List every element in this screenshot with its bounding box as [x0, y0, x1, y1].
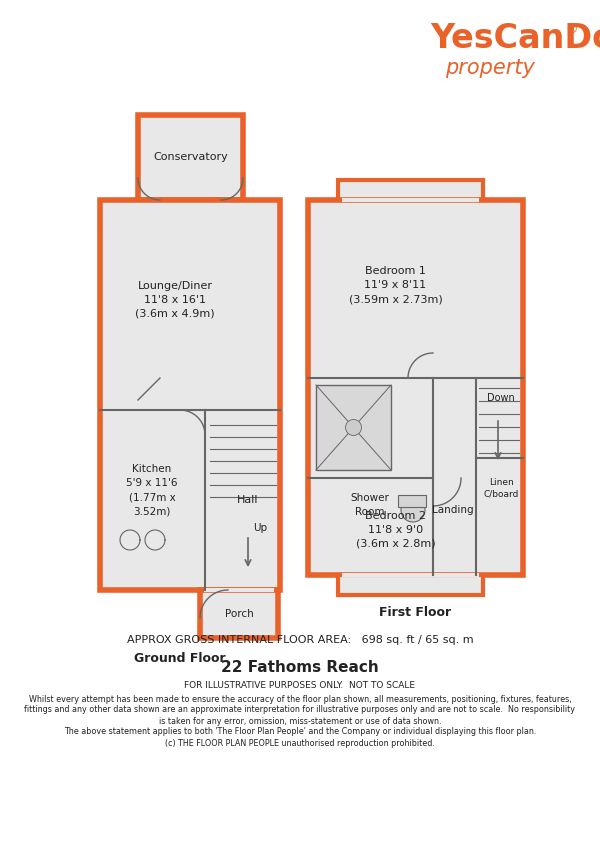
- Bar: [204, 588, 274, 592]
- Text: Conservatory: Conservatory: [153, 153, 228, 163]
- Bar: [342, 198, 479, 202]
- Text: 22 Fathoms Reach: 22 Fathoms Reach: [221, 661, 379, 676]
- Text: Hall: Hall: [237, 495, 259, 505]
- Bar: [200, 590, 278, 638]
- Bar: [338, 575, 483, 595]
- Text: Bedroom 2
11'8 x 9'0
(3.6m x 2.8m): Bedroom 2 11'8 x 9'0 (3.6m x 2.8m): [356, 511, 436, 549]
- Text: Up: Up: [253, 523, 267, 533]
- Text: Down: Down: [487, 393, 515, 403]
- Text: Bedroom 1
11'9 x 8'11
(3.59m x 2.73m): Bedroom 1 11'9 x 8'11 (3.59m x 2.73m): [349, 266, 442, 304]
- Bar: [342, 573, 479, 577]
- Bar: [316, 385, 391, 470]
- Text: property: property: [445, 58, 535, 78]
- Text: Shower
Room: Shower Room: [350, 493, 389, 517]
- Bar: [100, 200, 280, 590]
- Text: First Floor: First Floor: [379, 606, 452, 620]
- Bar: [138, 115, 243, 200]
- Text: Kitchen
5'9 x 11'6
(1.77m x
3.52m): Kitchen 5'9 x 11'6 (1.77m x 3.52m): [126, 464, 178, 516]
- Text: FOR ILLUSTRATIVE PURPOSES ONLY.  NOT TO SCALE: FOR ILLUSTRATIVE PURPOSES ONLY. NOT TO S…: [185, 682, 415, 690]
- Text: Porch: Porch: [224, 609, 253, 619]
- Text: Whilst every attempt has been made to ensure the accuracy of the floor plan show: Whilst every attempt has been made to en…: [29, 695, 571, 704]
- Text: is taken for any error, omission, miss-statement or use of data shown.: is taken for any error, omission, miss-s…: [159, 717, 441, 726]
- Text: The above statement applies to both 'The Floor Plan People' and the Company or i: The above statement applies to both 'The…: [64, 728, 536, 737]
- Circle shape: [346, 420, 361, 436]
- Text: APPROX GROSS INTERNAL FLOOR AREA:   698 sq. ft / 65 sq. m: APPROX GROSS INTERNAL FLOOR AREA: 698 sq…: [127, 635, 473, 645]
- Text: Ground Floor: Ground Floor: [134, 651, 226, 665]
- Circle shape: [401, 498, 425, 522]
- Text: Landing: Landing: [432, 505, 474, 515]
- Text: Linen
C/board: Linen C/board: [484, 477, 518, 499]
- Bar: [398, 495, 426, 507]
- Bar: [338, 180, 483, 200]
- Text: ®: ®: [565, 24, 577, 36]
- Bar: [308, 200, 523, 575]
- Text: fittings and any other data shown are an approximate interpretation for illustra: fittings and any other data shown are an…: [25, 706, 575, 715]
- Text: (c) THE FLOOR PLAN PEOPLE unauthorised reproduction prohibited.: (c) THE FLOOR PLAN PEOPLE unauthorised r…: [165, 739, 435, 747]
- Text: YesCanDo: YesCanDo: [430, 21, 600, 54]
- Text: Lounge/Diner
11'8 x 16'1
(3.6m x 4.9m): Lounge/Diner 11'8 x 16'1 (3.6m x 4.9m): [135, 281, 215, 319]
